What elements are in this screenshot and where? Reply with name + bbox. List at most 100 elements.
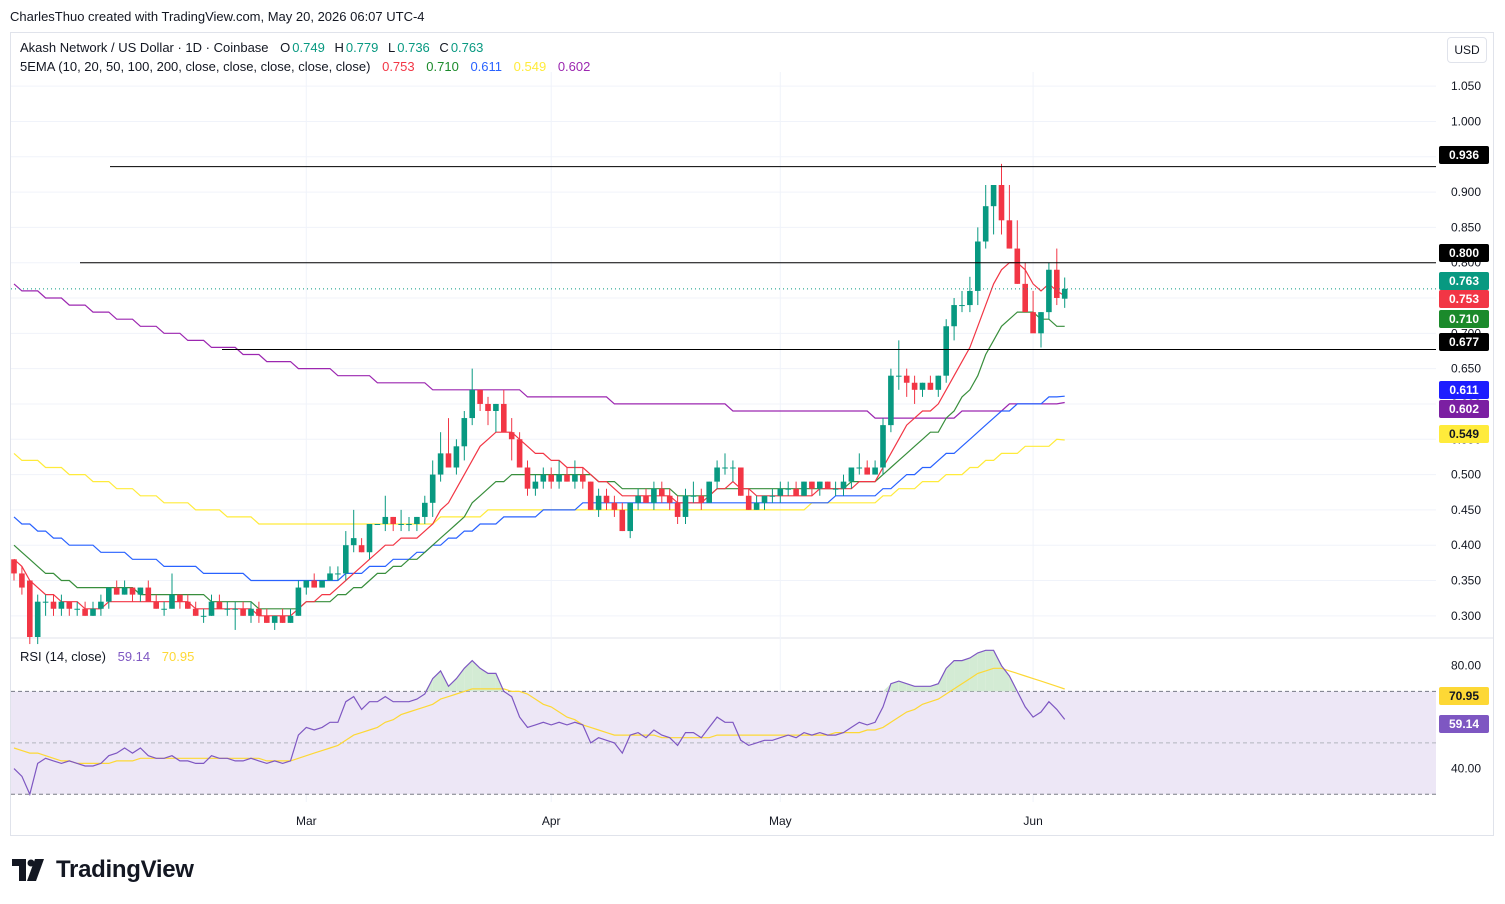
candle-body — [935, 375, 942, 390]
candle-body — [643, 495, 649, 503]
rsi-tag — [1439, 715, 1489, 733]
rsi-overbought-fill — [938, 668, 947, 692]
candle-body — [98, 601, 104, 609]
candle-body — [801, 481, 807, 496]
candle-body — [572, 474, 578, 482]
candle-body — [888, 375, 894, 426]
rsi-overbought-fill — [969, 652, 978, 692]
candle-body — [287, 615, 294, 623]
candle-body — [785, 488, 791, 490]
candle-body — [335, 573, 341, 575]
candle-body — [240, 608, 246, 616]
candle-body — [532, 481, 539, 489]
candle-body — [967, 290, 973, 306]
candle-body — [880, 425, 886, 468]
price-tag-label: 0.753 — [1449, 292, 1479, 306]
rsi-band — [11, 691, 1436, 795]
candle-body — [192, 608, 199, 616]
candle-body — [121, 587, 128, 595]
tradingview-logo-icon — [12, 859, 44, 881]
candle-body — [129, 587, 136, 595]
candle-body — [793, 488, 799, 496]
candle-body — [1054, 269, 1060, 298]
candle-body — [698, 495, 705, 503]
rsi-overbought-fill — [472, 660, 481, 692]
candle-body — [722, 467, 728, 469]
ema100-line — [13, 438, 1065, 525]
currency-button[interactable]: USD — [1447, 37, 1487, 63]
price-tag-label: 0.763 — [1449, 274, 1479, 288]
candle-body — [295, 587, 302, 616]
ema-legend: 5EMA (10, 20, 50, 100, 200, close, close… — [20, 59, 592, 74]
rsi-tag-label: 70.95 — [1449, 689, 1479, 703]
candle-body — [730, 467, 736, 469]
candle-body — [982, 206, 989, 242]
candle-body — [682, 495, 689, 517]
candle-body — [564, 474, 570, 482]
rsi-overbought-fill — [480, 668, 488, 692]
rsi-overbought-fill — [890, 681, 899, 692]
candle-body — [153, 601, 159, 609]
candle-body — [659, 488, 665, 496]
ema50-line — [13, 395, 1065, 582]
candle-body — [406, 524, 412, 525]
price-tag — [1439, 425, 1489, 443]
candle-body — [256, 608, 262, 616]
price-tick-label: 0.500 — [1451, 468, 1481, 482]
candle-body — [872, 467, 878, 475]
candle-body — [224, 608, 231, 610]
candle-body — [327, 573, 333, 581]
rsi-ma-line — [13, 667, 1065, 765]
candle-body — [1022, 283, 1028, 313]
candle-body — [619, 509, 626, 532]
candle-body — [674, 502, 681, 517]
low-label: L — [388, 40, 396, 55]
candle-body — [208, 601, 215, 616]
candle-body — [177, 594, 183, 602]
candle-body — [422, 502, 428, 517]
candle-body — [90, 608, 96, 616]
price-tag-label: 0.936 — [1449, 148, 1479, 162]
candle-body — [864, 467, 870, 475]
symbol-legend: Akash Network / US Dollar · 1D · Coinbas… — [20, 40, 485, 55]
price-tick-label: 0.300 — [1451, 609, 1481, 623]
price-tick-label: 0.650 — [1451, 362, 1481, 376]
candle-body — [445, 453, 452, 468]
ema10-value: 0.753 — [382, 59, 415, 74]
symbol-name: Akash Network / US Dollar · 1D · Coinbas… — [20, 40, 269, 55]
candle-body — [911, 382, 918, 390]
rsi-overbought-fill — [432, 670, 441, 692]
candle-body — [477, 389, 483, 404]
price-tick-label: 0.400 — [1451, 538, 1481, 552]
candle-body — [769, 495, 776, 497]
candle-body — [587, 481, 594, 510]
candle-body — [264, 615, 270, 623]
candle-body — [279, 615, 286, 623]
candle-body — [524, 467, 531, 489]
price-tag — [1439, 333, 1489, 351]
candle-body — [603, 495, 610, 503]
candle-body — [1006, 220, 1013, 249]
rsi-overbought-fill — [448, 678, 457, 692]
price-tag — [1439, 381, 1489, 399]
close-value: 0.763 — [450, 40, 484, 55]
open-label: O — [280, 40, 291, 55]
rsi-overbought-fill — [914, 686, 923, 692]
candle-body — [145, 587, 152, 602]
rsi-legend: RSI (14, close) 59.14 70.95 — [20, 649, 196, 664]
rsi-overbought-fill — [985, 650, 994, 692]
candle-body — [951, 305, 957, 327]
credit-text: CharlesThuo created with TradingView.com… — [10, 9, 425, 24]
candle-body — [1046, 269, 1052, 313]
candle-body — [690, 495, 697, 497]
high-value: 0.779 — [345, 40, 379, 55]
candle-body — [485, 403, 491, 411]
candle-body — [382, 516, 389, 524]
candle-body — [66, 601, 73, 609]
rsi-overbought-fill — [954, 660, 962, 692]
candle-body — [501, 403, 507, 433]
candle-body — [200, 615, 207, 617]
price-tag-label: 0.677 — [1449, 335, 1479, 349]
candle-body — [903, 375, 910, 383]
